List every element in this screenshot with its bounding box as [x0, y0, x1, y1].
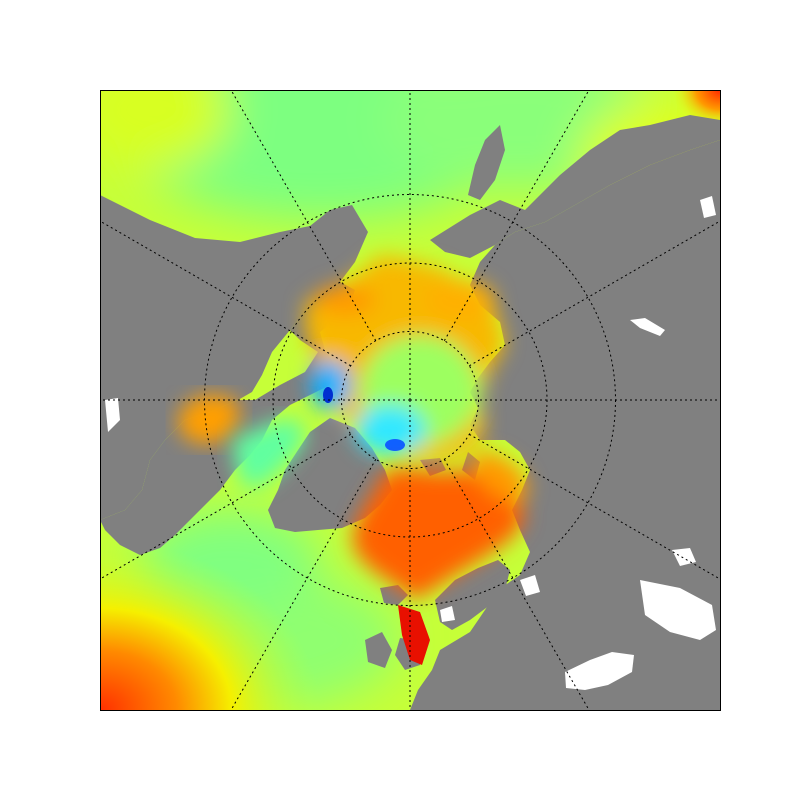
map-frame: [100, 90, 721, 711]
meridian-240: [100, 220, 351, 367]
meridian-30: [443, 459, 590, 710]
meridian-60: [469, 433, 720, 580]
ocean-warm-southwest: [100, 540, 320, 710]
hot-spot: [398, 605, 430, 665]
meridian-300: [100, 433, 351, 580]
latitude-circle-80: [341, 331, 479, 469]
ice-and-lakes: [105, 196, 716, 690]
hudson-bay-field: [178, 395, 240, 445]
meridian-210: [230, 90, 377, 341]
land-masses: [100, 115, 720, 710]
cold-spot: [385, 439, 405, 451]
cold-spot: [323, 387, 333, 403]
meridian-150: [443, 90, 590, 341]
meridian-330: [230, 459, 377, 710]
meridian-120: [469, 220, 720, 367]
arctic-field: [305, 255, 505, 460]
baffin-field: [232, 420, 305, 490]
